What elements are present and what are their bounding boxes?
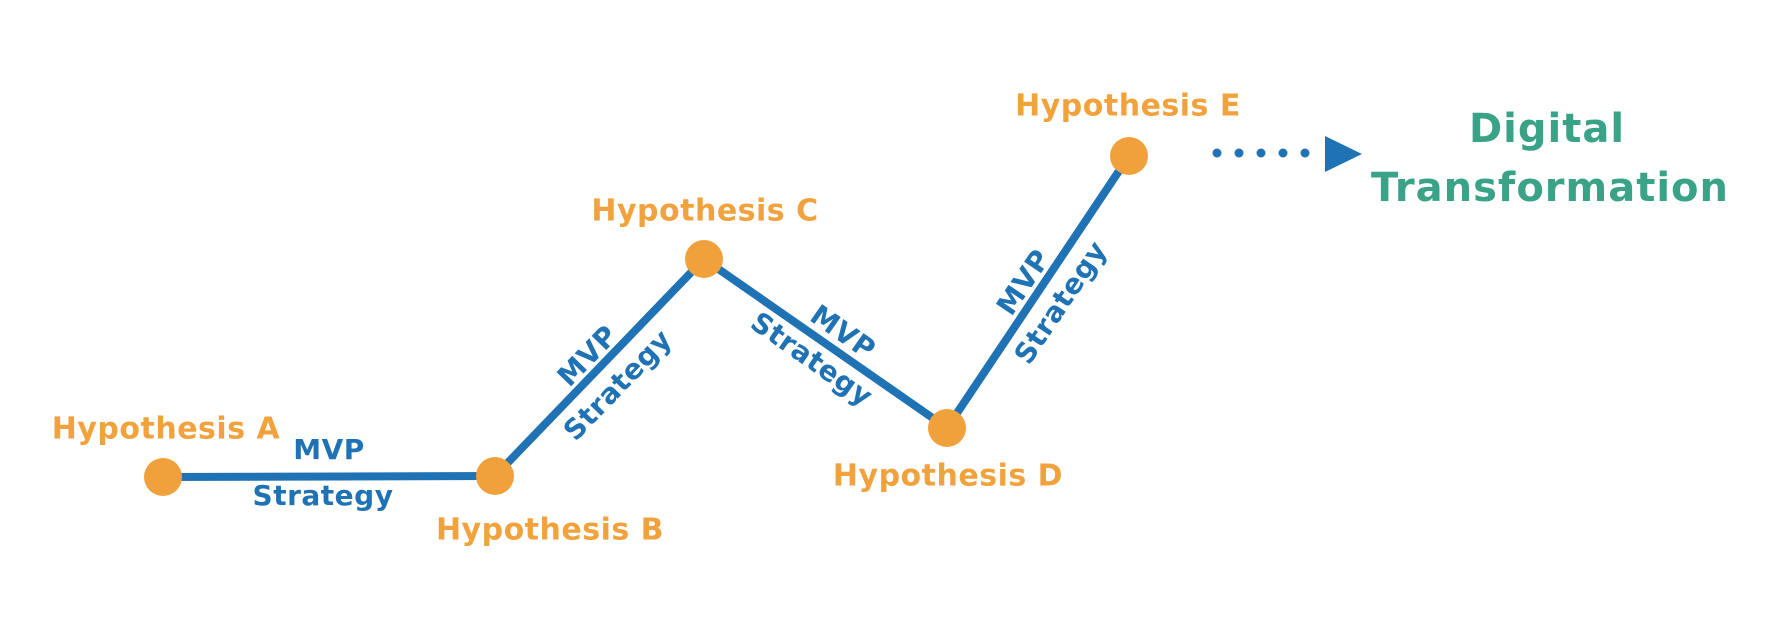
node-hypothesis-b [476,457,514,495]
segment-line-d-e [943,152,1133,432]
segment-label-strategy: Strategy [253,479,394,512]
segment-line-b-c [491,255,708,480]
node-label-hypothesis-a: Hypothesis A [52,412,281,447]
segment-line-a-b [159,472,499,481]
arrow-dot [1234,148,1244,158]
goal-title-line1: Digital [1469,106,1625,152]
node-hypothesis-c [685,240,723,278]
node-hypothesis-a [144,458,182,496]
node-hypothesis-d [928,409,966,447]
segment-label-a-b: MVP Strategy [253,433,394,512]
dotted-arrow-right-icon [1212,136,1362,172]
node-hypothesis-e [1110,137,1148,175]
node-label-hypothesis-b: Hypothesis B [436,513,664,548]
arrow-head [1325,136,1362,172]
arrow-dot [1300,148,1310,158]
arrow-dot [1278,148,1288,158]
arrow-dot [1212,148,1222,158]
node-label-hypothesis-c: Hypothesis C [591,194,818,229]
node-label-hypothesis-d: Hypothesis D [833,459,1063,494]
segment-line-c-d [700,255,951,432]
segment-label-mvp: MVP [293,433,365,466]
arrow-dot [1256,148,1266,158]
node-label-hypothesis-e: Hypothesis E [1015,89,1241,124]
goal-title-line2: Transformation [1371,165,1729,211]
